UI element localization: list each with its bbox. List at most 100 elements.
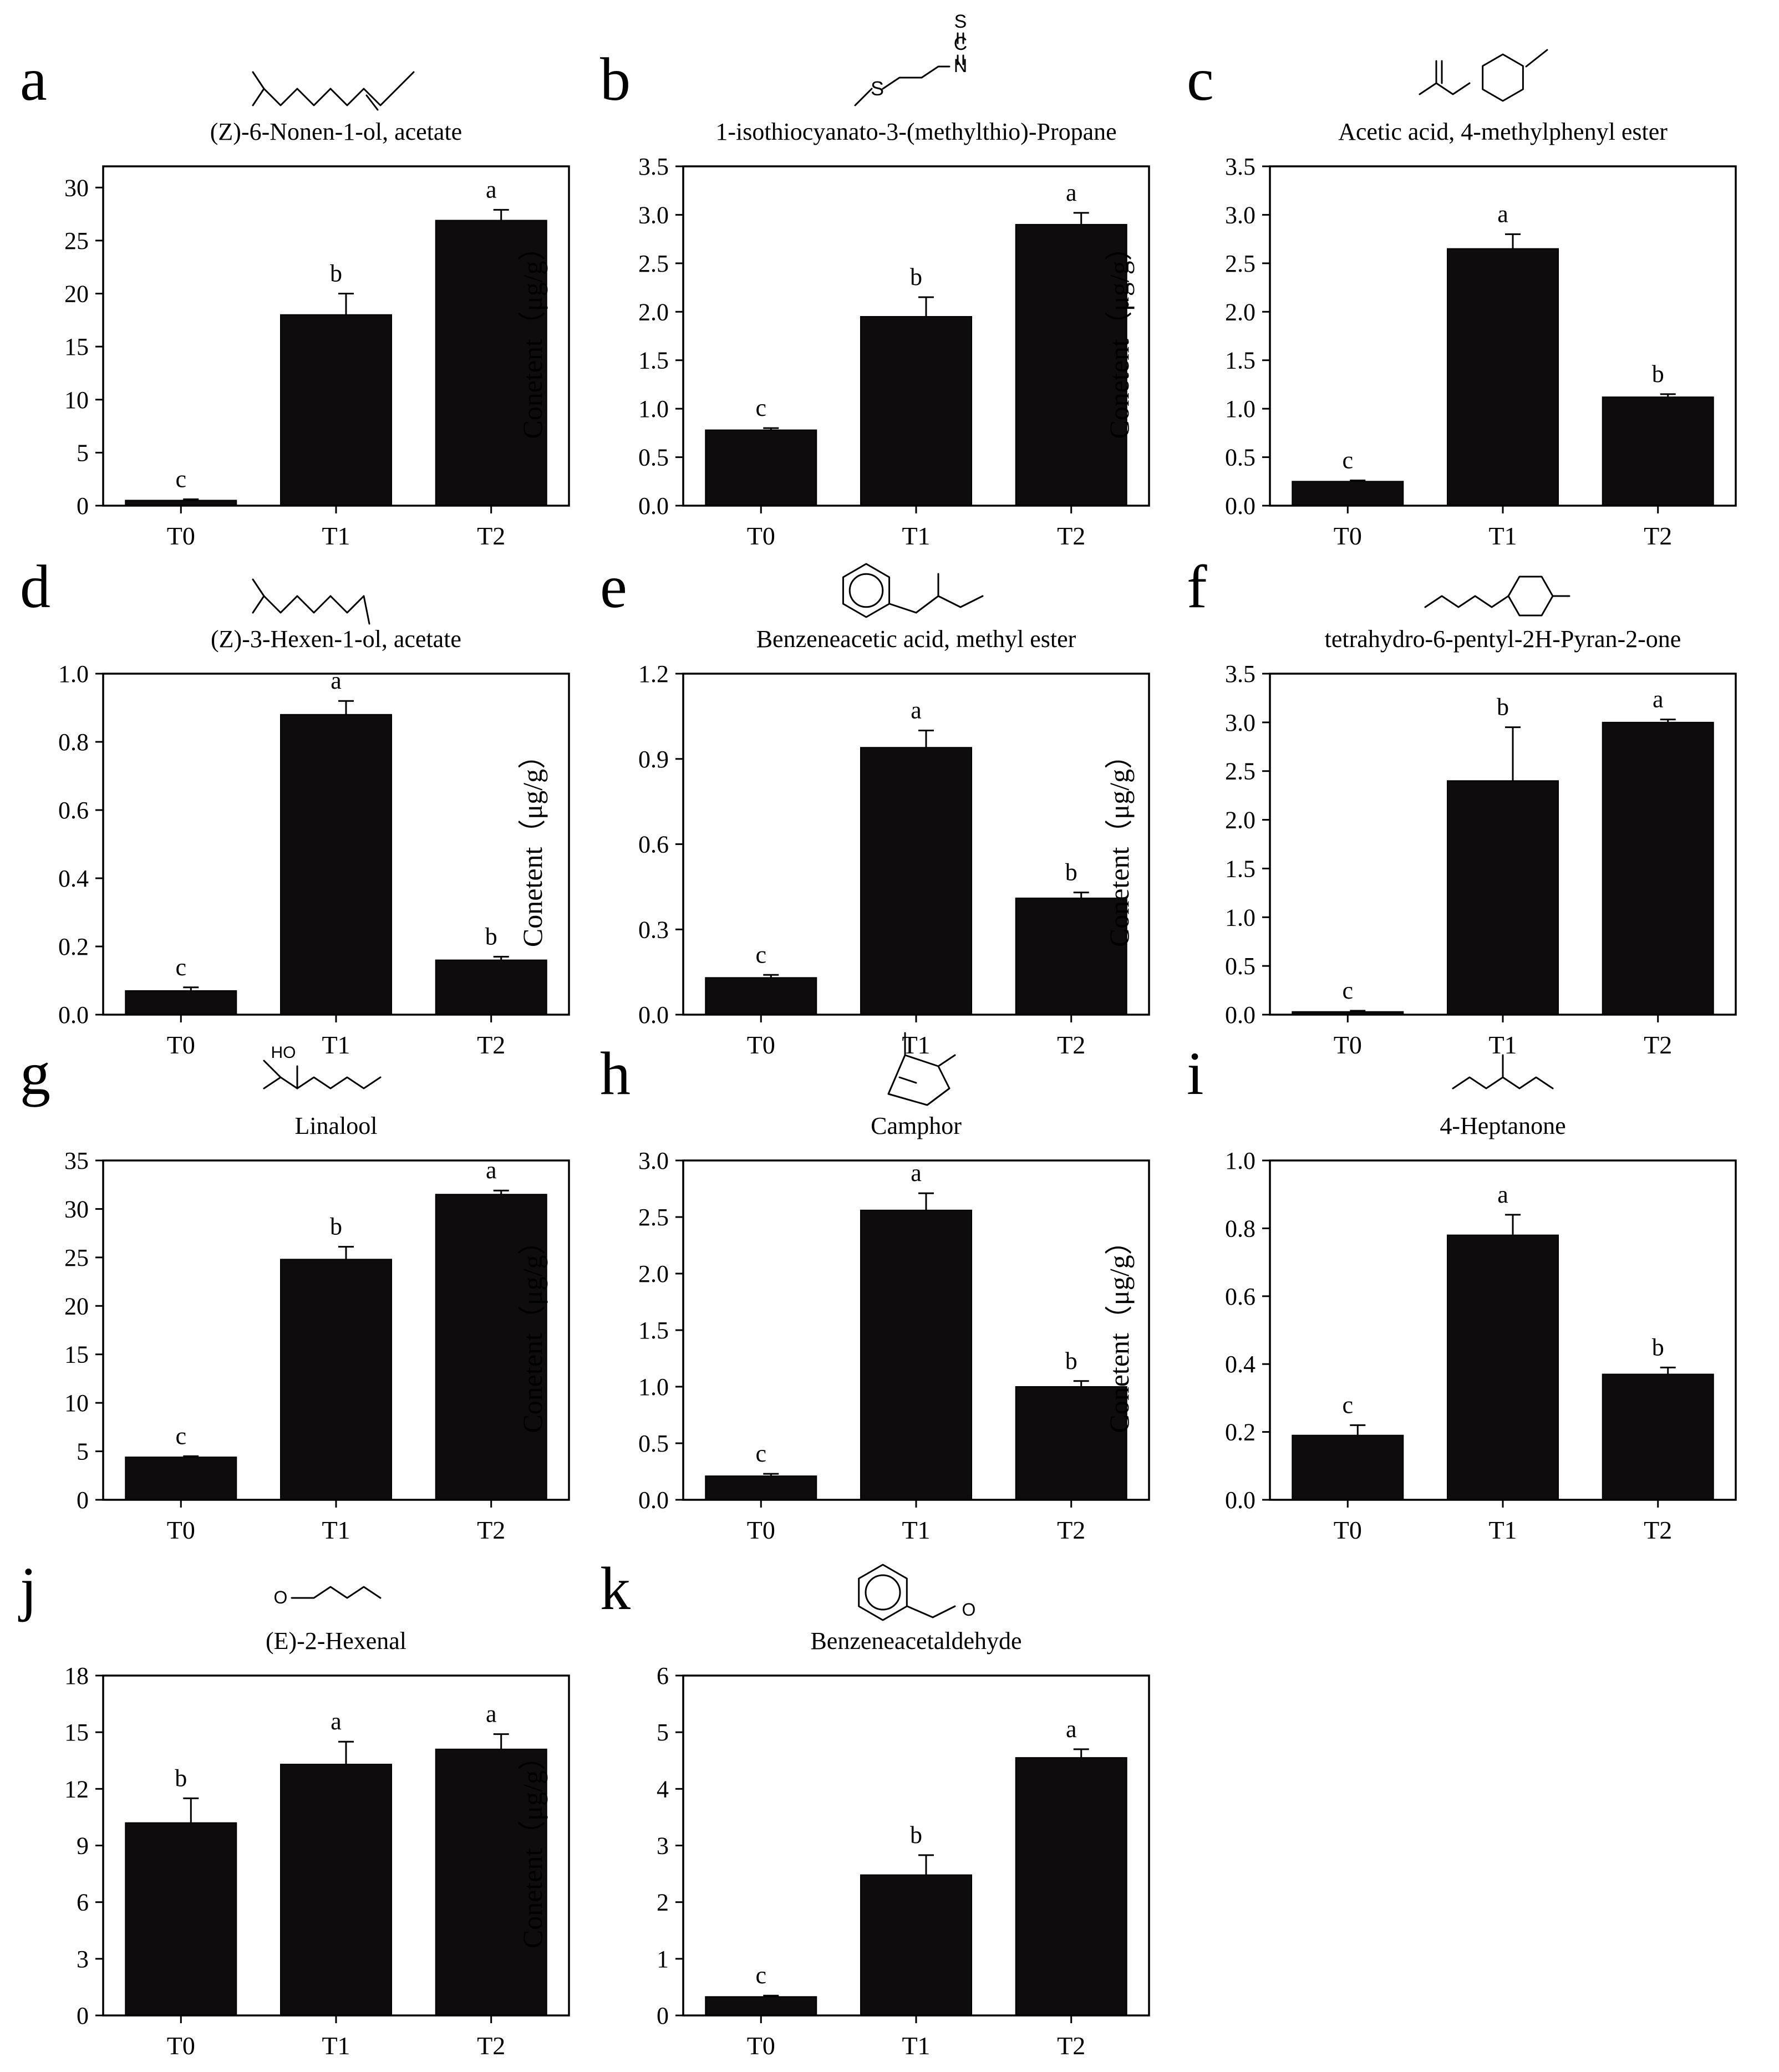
y-tick-label: 10 (64, 1389, 89, 1417)
bar-T2 (1602, 1373, 1714, 1501)
bar-T1 (860, 1874, 972, 2017)
y-tick-label: 25 (64, 1244, 89, 1271)
significance-letter: c (756, 1440, 767, 1467)
y-tick-label: 0 (77, 492, 89, 520)
y-tick-label: 3.5 (1225, 660, 1256, 688)
x-tick-label: T1 (1488, 522, 1517, 550)
significance-letter: c (176, 466, 187, 493)
y-tick-label: 0.6 (1225, 1283, 1256, 1310)
y-tick-label: 20 (64, 1292, 89, 1320)
x-tick-label: T2 (1644, 522, 1672, 550)
y-tick-label: 0.0 (638, 1001, 669, 1029)
significance-letter: c (1343, 447, 1354, 474)
y-tick-label: 0.0 (638, 492, 669, 520)
y-tick-label: 0.0 (638, 1486, 669, 1514)
y-tick-label: 1.0 (638, 1373, 669, 1401)
y-tick-label: 1.0 (1225, 904, 1256, 931)
y-tick-label: 2.5 (638, 1204, 669, 1231)
bar-T2 (1015, 897, 1127, 1015)
plot-frame (682, 1674, 1150, 2017)
significance-letter: c (176, 954, 187, 981)
plot-frame (102, 1674, 570, 2017)
y-tick-label: 3.0 (638, 1147, 669, 1174)
x-tick-label: T1 (322, 522, 350, 550)
bar-T0 (125, 990, 237, 1015)
chemical-structure-methyl-phenylacetate (842, 563, 984, 618)
panel-letter: i (1187, 1040, 1204, 1107)
significance-letter: c (176, 1422, 187, 1449)
y-tick-label: 1.0 (638, 395, 669, 422)
x-tick-label: T2 (1644, 1031, 1672, 1059)
y-tick-label: 6 (77, 1889, 89, 1916)
x-tick-label: T0 (747, 2032, 775, 2060)
bar-T1 (1447, 1234, 1559, 1500)
significance-letter: c (1343, 977, 1354, 1004)
oxygen-atom-label: O (962, 1600, 976, 1620)
y-tick-label: 3 (657, 1832, 669, 1860)
y-tick-label: 35 (64, 1147, 89, 1174)
bar-T0 (1292, 1434, 1404, 1500)
chart-panel-f: f tetrahydro-6-pentyl-2H-Pyran-2-one 0.0 0.… (1104, 553, 1737, 1059)
y-tick-label: 3.0 (638, 201, 669, 228)
y-tick-label: 0.2 (58, 933, 89, 960)
y-tick-label: 1.0 (1225, 395, 1256, 422)
significance-letter: a (331, 667, 342, 694)
bar-T0 (705, 429, 817, 507)
significance-letter: b (175, 1764, 187, 1791)
lactone-ring (1507, 576, 1554, 617)
y-tick-label: 3.0 (1225, 709, 1256, 736)
y-tick-label: 20 (64, 281, 89, 308)
chart-panel-c: c Acetic acid, 4-methylphenyl ester 0.0 0.5… (1104, 45, 1737, 550)
y-tick-label: 0.0 (1225, 492, 1256, 520)
panel-letter: b (600, 45, 631, 113)
x-tick-label: T0 (1334, 1516, 1362, 1544)
bar-T0 (125, 1457, 237, 1500)
y-tick-label: 5 (77, 439, 89, 466)
chart-panel-a: a (Z)-6-Nonen-1-ol, acetate 0 5 10 15 20 25 30 Co… (20, 45, 570, 550)
y-tick-label: 5 (657, 1719, 669, 1746)
panel-letter: e (600, 553, 627, 620)
bar-T1 (280, 714, 392, 1016)
oxygen-atom-label: O (274, 1587, 288, 1607)
plot-frame (1269, 165, 1737, 507)
x-tick-label: T1 (902, 1516, 930, 1544)
sulfur-atom-label: S (954, 11, 967, 32)
significance-letter: a (911, 1159, 922, 1187)
y-tick-label: 6 (657, 1662, 669, 1689)
y-tick-label: 4 (657, 1775, 669, 1803)
chart-panel-i: i 4-Heptanone 0.0 0.2 0.4 0.6 0.8 1.0 Conetent（μ… (1104, 1040, 1737, 1544)
significance-letter: b (485, 923, 497, 950)
y-tick-label: 0.6 (58, 797, 89, 824)
chart-title: Camphor (871, 1112, 962, 1139)
chart-title: (E)-2-Hexenal (266, 1627, 406, 1654)
chart-title: (Z)-6-Nonen-1-ol, acetate (210, 118, 462, 145)
chemical-structure-camphor (887, 1032, 956, 1106)
y-axis-label: Conetent（μg/g） (1104, 233, 1135, 439)
significance-letter: a (486, 176, 497, 203)
x-tick-label: T0 (167, 1516, 195, 1544)
y-tick-label: 15 (64, 333, 89, 360)
bar-T1 (280, 1259, 392, 1500)
significance-letter: a (1066, 1715, 1077, 1743)
y-axis-label: Conetent（μg/g） (1104, 741, 1135, 947)
chemical-structure-pentyl-lactone (1424, 576, 1570, 617)
chemical-structure-phenylacetaldehyde: O (858, 1564, 976, 1621)
panel-letter: g (20, 1040, 50, 1107)
chart-title: (Z)-3-Hexen-1-ol, acetate (211, 625, 461, 653)
y-tick-label: 0.2 (1225, 1419, 1256, 1446)
y-tick-label: 2.0 (1225, 298, 1256, 325)
x-tick-label: T0 (747, 522, 775, 550)
chart-title: Benzeneacetaldehyde (810, 1627, 1021, 1654)
y-tick-label: 2 (657, 1889, 669, 1916)
plot-frame (102, 673, 570, 1016)
plot-frame (1269, 673, 1737, 1016)
y-tick-label: 18 (64, 1662, 89, 1689)
y-tick-label: 0.6 (638, 831, 669, 858)
panel-letter: k (600, 1555, 631, 1622)
chart-title: 4-Heptanone (1440, 1112, 1565, 1139)
y-tick-label: 3 (77, 1946, 89, 1973)
y-tick-label: 10 (64, 386, 89, 414)
x-tick-label: T2 (477, 1031, 505, 1059)
